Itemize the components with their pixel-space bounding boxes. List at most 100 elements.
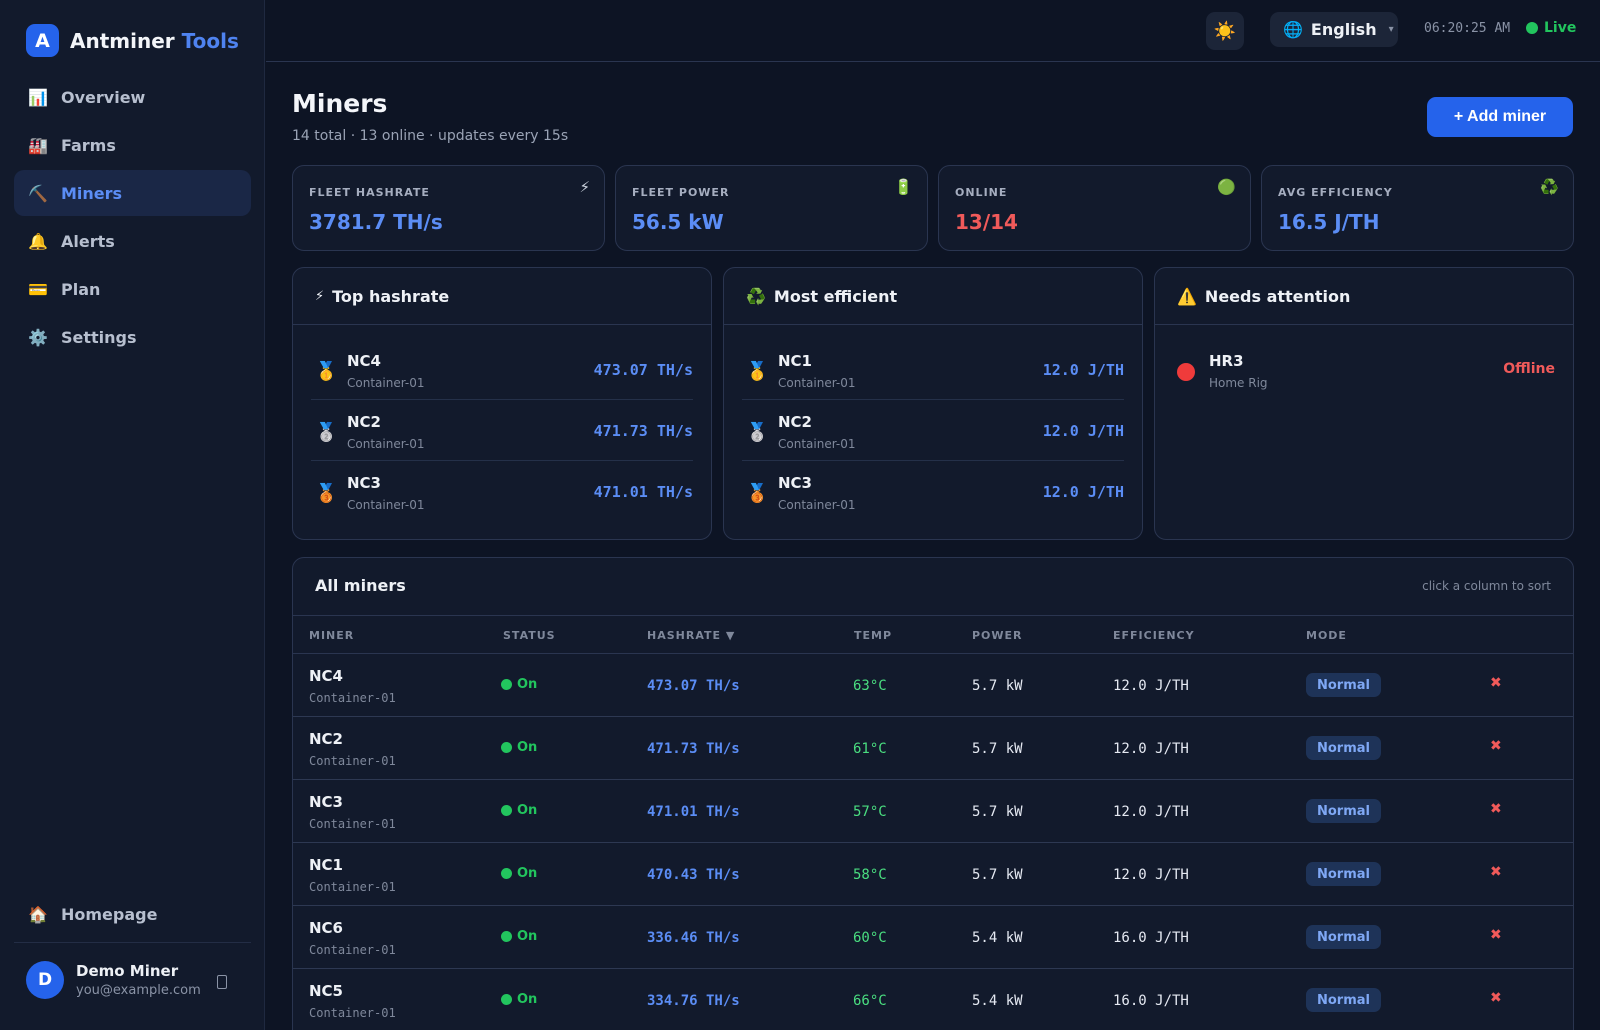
clock: 06:20:25 AM — [1424, 21, 1511, 36]
miner-farm: Container-01 — [778, 376, 856, 390]
mode-badge[interactable]: Normal — [1306, 988, 1381, 1012]
status-label: On — [517, 929, 538, 944]
mode-badge[interactable]: Normal — [1306, 736, 1381, 760]
power-value: 5.4 kW — [972, 993, 1023, 1009]
miner-value: 471.73 TH/s — [593, 422, 693, 440]
status-dot-icon — [501, 931, 512, 942]
lightning-icon: ⚡ — [579, 178, 590, 196]
column-header-power[interactable]: POWER — [972, 629, 1023, 642]
status-badge: On — [501, 992, 537, 1007]
sidebar-item-homepage[interactable]: 🏠 Homepage — [14, 891, 251, 937]
column-header-mode[interactable]: MODE — [1306, 629, 1347, 642]
list-item[interactable]: 🥈 NC2 Container-01 471.73 TH/s — [311, 400, 693, 461]
status-badge: On — [501, 929, 537, 944]
column-header-status[interactable]: STATUS — [503, 629, 556, 642]
stat-label: FLEET HASHRATE — [309, 186, 430, 199]
brand[interactable]: A Antminer Tools — [26, 24, 239, 57]
column-header-hashrate[interactable]: HASHRATE ▼ — [647, 629, 736, 642]
list-item[interactable]: 🥉 NC3 Container-01 471.01 TH/s — [311, 461, 693, 522]
hashrate-value: 471.73 TH/s — [647, 741, 740, 757]
language-select[interactable]: 🌐 English ▾ — [1270, 12, 1398, 47]
column-header-temp[interactable]: TEMP — [854, 629, 893, 642]
stat-card-online: ONLINE 13/14 🟢 — [938, 165, 1251, 251]
sidebar-item-overview[interactable]: 📊 Overview — [14, 74, 251, 120]
sidebar-item-miners[interactable]: ⛏️ Miners — [14, 170, 251, 216]
sidebar-item-alerts[interactable]: 🔔 Alerts — [14, 218, 251, 264]
mode-badge[interactable]: Normal — [1306, 925, 1381, 949]
status-dot-icon — [501, 742, 512, 753]
efficiency-value: 12.0 J/TH — [1113, 678, 1189, 694]
column-header-miner[interactable]: MINER — [309, 629, 355, 642]
list-item[interactable]: 🥇 NC1 Container-01 12.0 J/TH — [742, 339, 1124, 400]
delete-icon[interactable]: ✖ — [1490, 738, 1502, 754]
table-row[interactable]: NC2 Container-01 On 471.73 TH/s 61°C 5.7… — [293, 717, 1573, 780]
list-item[interactable]: 🥉 NC3 Container-01 12.0 J/TH — [742, 461, 1124, 522]
lightning-icon: ⚡ — [315, 288, 325, 304]
delete-icon[interactable]: ✖ — [1490, 990, 1502, 1006]
status-badge: On — [501, 866, 537, 881]
delete-icon[interactable]: ✖ — [1490, 864, 1502, 880]
miner-value: 12.0 J/TH — [1042, 422, 1124, 440]
temp-value: 60°C — [853, 930, 887, 946]
gold-medal-icon: 🥇 — [746, 361, 769, 382]
delete-icon[interactable]: ✖ — [1490, 927, 1502, 943]
silver-medal-icon: 🥈 — [746, 422, 769, 443]
status-label: On — [517, 803, 538, 818]
table-row[interactable]: NC1 Container-01 On 470.43 TH/s 58°C 5.7… — [293, 843, 1573, 906]
miner-name: NC3 — [347, 474, 381, 492]
green-circle-icon: 🟢 — [1217, 178, 1236, 196]
delete-icon[interactable]: ✖ — [1490, 675, 1502, 691]
miner-value: 12.0 J/TH — [1042, 483, 1124, 501]
recycle-icon: ♻️ — [746, 286, 766, 306]
column-header-efficiency[interactable]: EFFICIENCY — [1113, 629, 1195, 642]
mode-badge[interactable]: Normal — [1306, 799, 1381, 823]
temp-value: 63°C — [853, 678, 887, 694]
efficiency-value: 12.0 J/TH — [1113, 867, 1189, 883]
theme-toggle-button[interactable]: ☀️ — [1206, 12, 1244, 50]
status-badge: On — [501, 803, 537, 818]
brand-name: Antminer — [70, 28, 175, 53]
miner-name: NC5 — [309, 982, 343, 1000]
status-dot-icon — [501, 868, 512, 879]
mode-badge[interactable]: Normal — [1306, 862, 1381, 886]
bronze-medal-icon: 🥉 — [315, 483, 338, 504]
sun-icon: ☀️ — [1213, 20, 1237, 42]
hashrate-value: 336.46 TH/s — [647, 930, 740, 946]
sidebar-item-plan[interactable]: 💳 Plan — [14, 266, 251, 312]
stat-label: ONLINE — [955, 186, 1008, 199]
mode-badge[interactable]: Normal — [1306, 673, 1381, 697]
list-item[interactable]: 🥈 NC2 Container-01 12.0 J/TH — [742, 400, 1124, 461]
stat-card-fleet-power: FLEET POWER 56.5 kW 🔋 — [615, 165, 928, 251]
miner-value: 12.0 J/TH — [1042, 361, 1124, 379]
list-item[interactable]: 🥇 NC4 Container-01 473.07 TH/s — [311, 339, 693, 400]
table-row[interactable]: NC4 Container-01 On 473.07 TH/s 63°C 5.7… — [293, 654, 1573, 717]
table-row[interactable]: NC6 Container-01 On 336.46 TH/s 60°C 5.4… — [293, 906, 1573, 969]
table-row[interactable]: NC3 Container-01 On 471.01 TH/s 57°C 5.7… — [293, 780, 1573, 843]
hashrate-value: 334.76 TH/s — [647, 993, 740, 1009]
sidebar-item-farms[interactable]: 🏭 Farms — [14, 122, 251, 168]
miner-farm: Container-01 — [347, 376, 425, 390]
logout-icon[interactable] — [217, 975, 227, 989]
user-profile[interactable]: D Demo Miner you@example.com — [26, 961, 201, 999]
panel-header: ⚠️ Needs attention — [1155, 268, 1573, 325]
miner-name: HR3 — [1209, 352, 1244, 370]
temp-value: 58°C — [853, 867, 887, 883]
sidebar-divider — [14, 942, 251, 943]
all-miners-table: All miners click a column to sort MINER … — [292, 557, 1574, 1030]
table-row[interactable]: NC5 Container-01 On 334.76 TH/s 66°C 5.4… — [293, 969, 1573, 1030]
globe-icon: 🌐 — [1283, 20, 1303, 39]
sidebar-item-label: Overview — [61, 87, 146, 107]
delete-icon[interactable]: ✖ — [1490, 801, 1502, 817]
status-dot-icon — [501, 805, 512, 816]
live-label: Live — [1544, 20, 1577, 36]
stat-value: 16.5 J/TH — [1278, 210, 1380, 234]
bronze-medal-icon: 🥉 — [746, 483, 769, 504]
list-item[interactable]: HR3 Home Rig Offline — [1173, 339, 1555, 400]
status-dot-icon — [501, 679, 512, 690]
miner-name: NC4 — [347, 352, 381, 370]
temp-value: 61°C — [853, 741, 887, 757]
sidebar-item-settings[interactable]: ⚙️ Settings — [14, 314, 251, 360]
silver-medal-icon: 🥈 — [315, 422, 338, 443]
miner-farm: Container-01 — [347, 437, 425, 451]
add-miner-button[interactable]: + Add miner — [1427, 97, 1573, 137]
